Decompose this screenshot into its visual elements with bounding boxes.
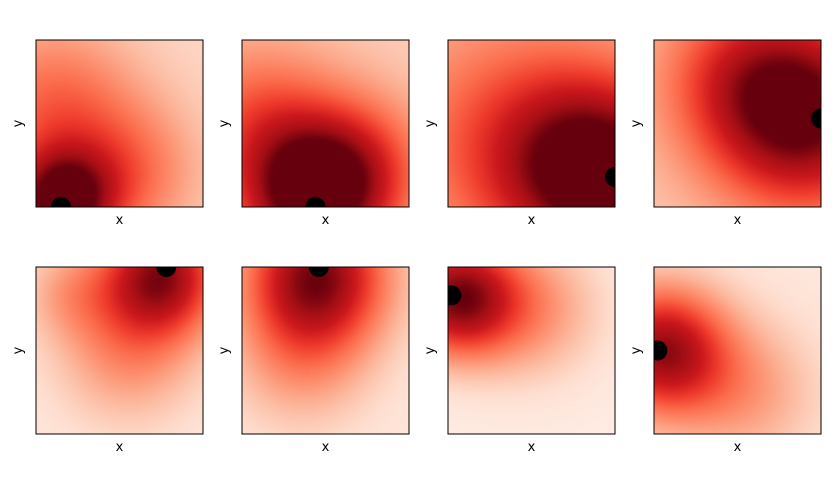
x-axis-label: x [322, 213, 330, 228]
y-axis-label: y [629, 119, 644, 127]
marker-point [51, 197, 72, 207]
heatmap-image [448, 267, 615, 434]
x-axis-label: x [528, 440, 536, 455]
subplot-2: xy [217, 39, 410, 228]
axes-frame [35, 266, 204, 435]
y-axis-label: y [629, 346, 644, 354]
marker-point [654, 340, 668, 361]
x-axis-label: x [116, 440, 124, 455]
axes-frame [653, 39, 822, 208]
marker-point [811, 108, 821, 129]
x-axis-label: x [528, 213, 536, 228]
marker-point [308, 267, 329, 277]
y-axis-label: y [423, 119, 438, 127]
y-axis-label: y [217, 119, 232, 127]
x-axis-label: x [116, 213, 124, 228]
subplot-5: xy [11, 266, 204, 455]
marker-point [156, 267, 177, 277]
heatmap-image [36, 267, 203, 434]
heatmap-image [654, 267, 821, 434]
x-axis-label: x [322, 440, 330, 455]
subplot-4: xy [629, 39, 822, 228]
heatmap-image [242, 267, 409, 434]
x-axis-label: x [734, 213, 742, 228]
y-axis-label: y [423, 346, 438, 354]
axes-frame [653, 266, 822, 435]
heatmap-image [242, 40, 409, 207]
y-axis-label: y [11, 119, 26, 127]
subplot-8: xy [629, 266, 822, 455]
marker-point [448, 285, 462, 306]
marker-point [305, 197, 326, 207]
subplot-7: xy [423, 266, 616, 455]
heatmap-image [36, 40, 203, 207]
heatmap-image [654, 40, 821, 207]
subplot-3: xy [423, 39, 616, 228]
axes-frame [447, 39, 616, 208]
y-axis-label: y [11, 346, 26, 354]
axes-frame [241, 39, 410, 208]
x-axis-label: x [734, 440, 742, 455]
subplot-6: xy [217, 266, 410, 455]
marker-point [605, 166, 615, 187]
axes-frame [447, 266, 616, 435]
y-axis-label: y [217, 346, 232, 354]
axes-frame [241, 266, 410, 435]
heatmap-image [448, 40, 615, 207]
subplot-1: xy [11, 39, 204, 228]
axes-frame [35, 39, 204, 208]
